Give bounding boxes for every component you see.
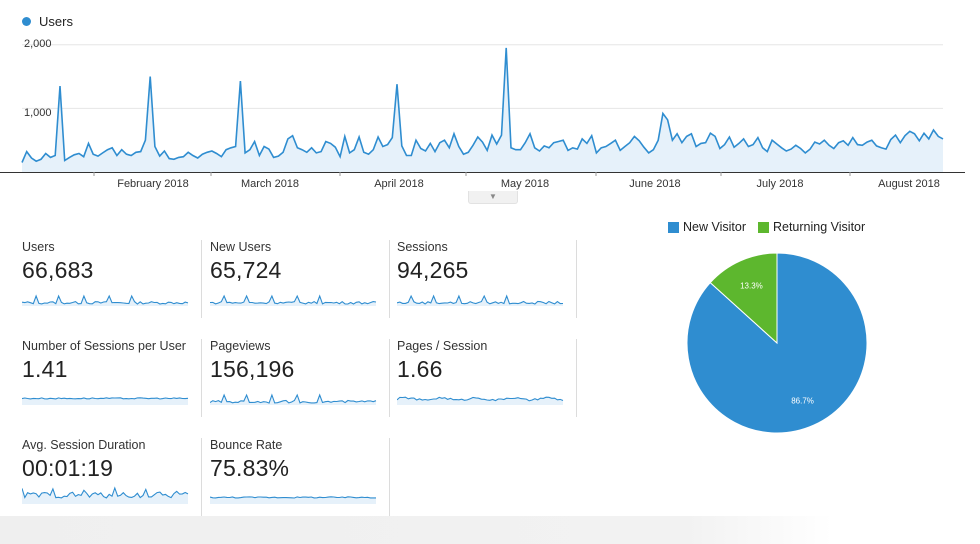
sparkline-fill (22, 488, 188, 504)
x-tick-label: February 2018 (117, 178, 189, 190)
sparkline-fill (210, 496, 376, 504)
metric-label: Users (22, 240, 55, 254)
metric-divider (576, 339, 577, 417)
metric-sparkline (22, 294, 189, 306)
metric-label: Bounce Rate (210, 438, 283, 452)
metric-divider (389, 240, 390, 318)
metric-sparkline (210, 496, 376, 504)
metric-tile[interactable]: Sessions 94,265 (397, 240, 577, 318)
metric-divider (576, 240, 577, 318)
sparkline-fill (22, 397, 188, 405)
visitor-type-pie-chart: 86.7% 13.3% (686, 252, 868, 434)
collapse-chart-toggle[interactable]: ▼ (468, 191, 518, 204)
metric-value: 94,265 (397, 257, 469, 283)
metric-value: 1.66 (397, 356, 443, 382)
pie-slice-returning-visitor[interactable] (709, 252, 778, 345)
legend-label: New Visitor (683, 220, 746, 234)
sparkline-fill (210, 296, 376, 306)
metric-sparkline (22, 397, 189, 405)
legend-label: Returning Visitor (772, 220, 866, 234)
sparkline-line (22, 486, 189, 499)
returning-visitor-swatch (757, 221, 769, 233)
sparkline-line (210, 496, 376, 499)
metric-label: Sessions (397, 240, 448, 254)
pie-data-label: 13.3% (740, 281, 763, 290)
metric-tile[interactable]: Users 66,683 (22, 240, 202, 318)
sparkline-line (397, 396, 564, 402)
sparkline-line (22, 397, 189, 400)
metric-label: Pageviews (210, 339, 271, 353)
metric-value: 75.83% (210, 455, 290, 481)
metric-divider (389, 339, 390, 417)
metric-sparkline (397, 294, 564, 306)
x-tick-label: April 2018 (374, 178, 424, 190)
pie-data-label: 86.7% (791, 397, 814, 406)
y-tick-label: 1,000 (24, 107, 52, 119)
pie-legend: New Visitor Returning Visitor (668, 220, 877, 234)
sparkline-fill (22, 296, 188, 306)
metric-value: 156,196 (210, 356, 295, 382)
sparkline-line (210, 294, 377, 305)
metric-label: Number of Sessions per User (22, 339, 186, 353)
metric-value: 00:01:19 (22, 455, 114, 481)
users-series-line[interactable] (21, 47, 944, 163)
sparkline-line (22, 294, 189, 305)
metric-sparkline (210, 393, 377, 405)
x-tick-label: July 2018 (756, 178, 803, 190)
metric-sparkline (397, 396, 564, 405)
metric-tile[interactable]: New Users 65,724 (210, 240, 390, 318)
x-tick-label: June 2018 (629, 178, 680, 190)
users-legend-label: Users (39, 14, 73, 29)
metric-tile[interactable]: Avg. Session Duration 00:01:19 (22, 438, 202, 516)
users-legend[interactable]: Users (22, 14, 73, 29)
metric-sparkline (210, 294, 377, 306)
legend-new-visitor[interactable]: New Visitor (668, 220, 746, 234)
x-tick-label: May 2018 (501, 178, 549, 190)
users-area-fill (22, 47, 943, 172)
users-line-chart: February 2018 March 2018 April 2018 May 201… (0, 44, 965, 190)
metric-value: 1.41 (22, 356, 68, 382)
users-legend-dot-icon (22, 17, 31, 26)
metric-divider (201, 240, 202, 318)
metric-tile[interactable]: Number of Sessions per User 1.41 (22, 339, 202, 417)
metric-label: Avg. Session Duration (22, 438, 146, 452)
x-tick-label: March 2018 (241, 178, 299, 190)
metric-label: New Users (210, 240, 272, 254)
y-tick-label: 2,000 (24, 38, 52, 50)
metric-sparkline (22, 486, 189, 504)
metric-value: 66,683 (22, 257, 94, 283)
metric-label: Pages / Session (397, 339, 488, 353)
metric-tile[interactable]: Pageviews 156,196 (210, 339, 390, 417)
sparkline-line (210, 393, 377, 404)
metric-divider (389, 438, 390, 516)
new-visitor-swatch (668, 221, 679, 233)
sparkline-fill (210, 395, 376, 405)
bottom-bar (0, 516, 980, 544)
caret-down-icon: ▼ (489, 192, 497, 201)
x-tick-label: August 2018 (878, 178, 940, 190)
legend-returning-visitor[interactable]: Returning Visitor (757, 220, 866, 234)
metric-tile[interactable]: Pages / Session 1.66 (397, 339, 577, 417)
metric-divider (201, 438, 202, 516)
metric-tile[interactable]: Bounce Rate 75.83% (210, 438, 390, 516)
metric-value: 65,724 (210, 257, 282, 283)
sparkline-line (397, 294, 564, 305)
metric-divider (201, 339, 202, 417)
